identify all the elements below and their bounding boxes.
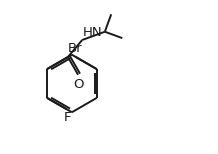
- Text: O: O: [73, 77, 84, 91]
- Text: Br: Br: [68, 42, 82, 55]
- Text: F: F: [63, 111, 71, 124]
- Text: HN: HN: [83, 26, 102, 38]
